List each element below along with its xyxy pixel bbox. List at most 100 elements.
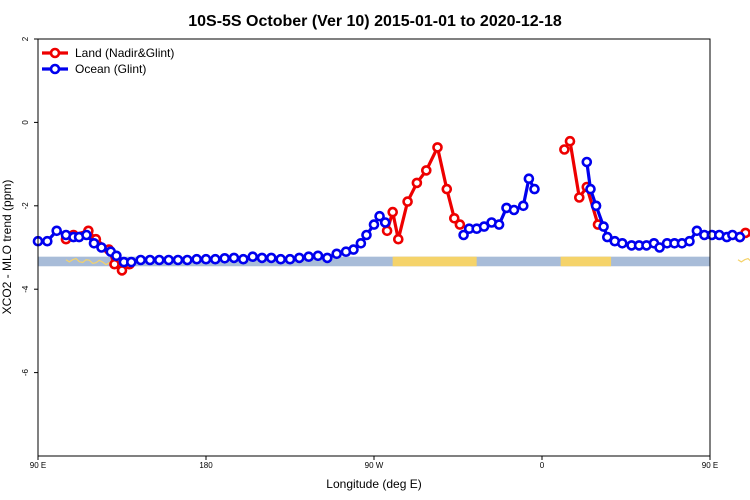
data-point [182,254,193,266]
data-point [387,206,399,218]
legend-marker [49,47,61,59]
data-point [368,219,380,230]
series-line [563,139,600,226]
data-point [51,225,63,237]
data-point [275,253,287,265]
legend-label: Ocean (Glint) [75,62,146,76]
island-band [65,257,113,266]
x-tick-label: 90 E [702,461,718,470]
data-point [355,238,367,249]
data-point [654,242,665,253]
data-point [432,142,443,153]
data-point [109,258,120,270]
data-point [265,252,277,264]
series-line [385,145,462,241]
data-point [508,204,520,216]
data-point [734,231,746,243]
legend: Land (Nadir&Glint) Ocean (Glint) [42,46,174,76]
x-tick-label: 180 [199,461,213,470]
data-point [691,225,703,237]
series-land [60,135,750,276]
data-point [116,265,128,276]
data-point [191,253,202,265]
data-point [256,252,268,264]
data-point [163,254,174,266]
data-point [374,210,385,222]
data-point [81,229,92,241]
data-point [590,200,602,212]
y-tick-label: 0 [21,120,30,125]
data-point [303,251,315,263]
land-band [560,256,612,267]
data-point [448,213,460,224]
data-point [135,254,146,266]
y-axis-label: XCO2 - MLO trend (ppm) [0,180,14,315]
x-axis: 90 E 180 90 W 0 90 E [30,456,718,470]
data-point [585,183,596,195]
x-tick-label: 90 E [30,461,46,470]
data-point [126,256,137,268]
data-point [111,250,122,262]
data-point [200,253,212,265]
series-layer [32,135,750,276]
chart-title: 10S-5S October (Ver 10) 2015-01-01 to 20… [188,13,562,30]
data-point [564,135,576,147]
data-point [348,244,359,255]
data-point [559,144,570,155]
data-point [411,177,423,189]
data-point [228,252,240,264]
land-band [392,256,477,267]
data-point [420,165,432,176]
data-point [284,253,296,265]
x-tick-label: 0 [540,461,545,470]
data-point [441,183,453,195]
x-axis-label: Longitude (deg E) [326,477,421,491]
data-point [684,235,695,247]
legend-marker [49,63,61,75]
plot-frame [37,38,711,457]
data-point [573,192,585,203]
data-point [210,253,221,265]
data-point [88,238,100,249]
data-point [331,248,343,260]
data-point [581,156,593,168]
data-point [247,251,258,263]
data-point [454,219,466,230]
data-point [458,229,469,241]
data-point [616,238,628,249]
data-point [601,231,613,243]
data-point [312,250,324,262]
data-point [144,254,156,266]
data-point [529,183,540,195]
data-point [154,254,165,266]
data-point [293,252,305,264]
data-point [598,221,609,232]
data-point [41,235,53,247]
series-ocean [32,156,746,268]
data-point [402,196,413,207]
island-band [737,257,750,263]
data-point [361,229,372,241]
y-tick-label: -2 [21,202,30,210]
x-tick-label: 90 W [365,461,384,470]
data-point [381,225,393,237]
data-point [219,252,230,264]
data-point [96,242,107,253]
data-point [523,173,535,184]
surface-band [38,256,750,267]
data-point [379,217,391,228]
y-tick-label: 2 [21,36,30,41]
legend-label: Land (Nadir&Glint) [75,46,174,60]
data-point [493,219,505,230]
data-point [321,252,333,264]
data-point [172,254,184,266]
data-point [478,221,490,232]
ocean-band [38,256,710,267]
data-point [392,233,404,245]
y-axis: 2 0 -2 -4 -6 [21,36,38,376]
data-point [238,253,249,265]
y-tick-label: -4 [21,285,30,293]
y-tick-label: -6 [21,368,30,376]
data-point [517,200,529,212]
